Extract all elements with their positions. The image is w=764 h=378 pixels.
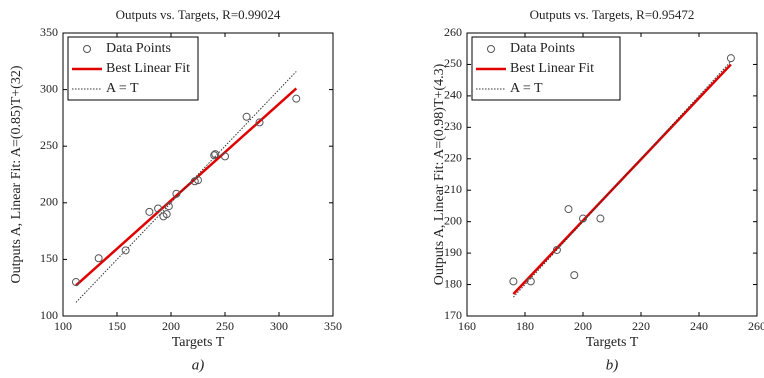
x-tick-label: 350 <box>324 319 342 333</box>
x-tick-label: 200 <box>574 319 592 333</box>
x-tick-label: 100 <box>54 319 72 333</box>
data-point <box>570 271 579 280</box>
data-point <box>145 207 154 216</box>
x-tick-label: 240 <box>690 319 708 333</box>
data-point <box>509 277 518 286</box>
x-tick-label: 180 <box>516 319 534 333</box>
data-point <box>242 112 251 121</box>
x-tick-label: 300 <box>270 319 288 333</box>
data-point <box>211 150 220 159</box>
chart-title: Outputs vs. Targets, R=0.99024 <box>116 7 281 22</box>
y-tick-label: 200 <box>444 213 462 227</box>
caption: a) <box>192 357 205 373</box>
y-tick-label: 200 <box>40 195 58 209</box>
data-point <box>596 214 605 223</box>
data-point <box>121 246 130 255</box>
y-tick-label: 150 <box>40 251 58 265</box>
y-tick-label: 250 <box>444 56 462 70</box>
y-tick-label: 300 <box>40 81 58 95</box>
y-tick-label: 350 <box>40 25 58 39</box>
data-point <box>194 176 202 185</box>
data-point <box>526 277 535 286</box>
data-point <box>292 94 301 103</box>
y-tick-label: 180 <box>444 276 462 290</box>
y-tick-label: 220 <box>444 151 462 165</box>
y-tick-label: 240 <box>444 88 462 102</box>
caption: b) <box>606 357 619 373</box>
y-tick-label: 230 <box>444 119 462 133</box>
data-point <box>190 177 199 186</box>
reference-line <box>513 60 732 298</box>
data-point <box>726 54 735 63</box>
data-point <box>94 254 103 263</box>
data-point <box>552 245 561 254</box>
y-tick-label: 260 <box>444 25 462 39</box>
data-point <box>172 189 181 198</box>
y-tick-label: 190 <box>444 245 462 259</box>
data-point <box>154 204 163 213</box>
chart: Outputs vs. Targets, R=0.95472 Targets T O… <box>432 7 764 373</box>
x-axis-label: Targets T <box>586 335 639 350</box>
y-axis-label: Outputs A, Linear Fit: A=(0.85)T+(32) <box>9 65 24 283</box>
legend-label: Data Points <box>510 41 575 56</box>
data-point <box>210 151 219 160</box>
x-tick-label: 250 <box>216 319 234 333</box>
x-tick-label: 160 <box>458 319 476 333</box>
data-point <box>162 210 171 219</box>
legend-label: Best Linear Fit <box>106 61 190 76</box>
y-tick-label: 210 <box>444 182 462 196</box>
data-point <box>71 278 80 287</box>
data-point <box>164 202 173 211</box>
data-point <box>564 205 573 214</box>
legend-label: Best Linear Fit <box>510 61 594 76</box>
y-tick-label: 170 <box>444 308 462 322</box>
legend-swatch <box>487 45 495 53</box>
legend-swatch <box>83 45 91 53</box>
x-tick-label: 220 <box>632 319 650 333</box>
chart-title: Outputs vs. Targets, R=0.95472 <box>530 7 695 22</box>
legend-label: Data Points <box>106 41 171 56</box>
data-point <box>221 152 229 161</box>
y-axis-label: Outputs A, Linear Fit: A=(0.98)T+(4.3) <box>432 63 447 285</box>
data-point <box>255 118 264 127</box>
data-point <box>579 214 587 223</box>
x-axis-label: Targets T <box>172 335 225 350</box>
chart: Outputs vs. Targets, R=0.99024 Targets T O… <box>9 7 342 373</box>
y-tick-label: 250 <box>40 138 58 152</box>
legend-label: A = T <box>510 81 543 96</box>
x-tick-label: 150 <box>108 319 126 333</box>
legend-label: A = T <box>106 81 139 96</box>
y-tick-label: 100 <box>40 308 58 322</box>
x-tick-label: 200 <box>162 319 180 333</box>
reference-line <box>75 71 297 303</box>
x-tick-label: 260 <box>748 319 764 333</box>
